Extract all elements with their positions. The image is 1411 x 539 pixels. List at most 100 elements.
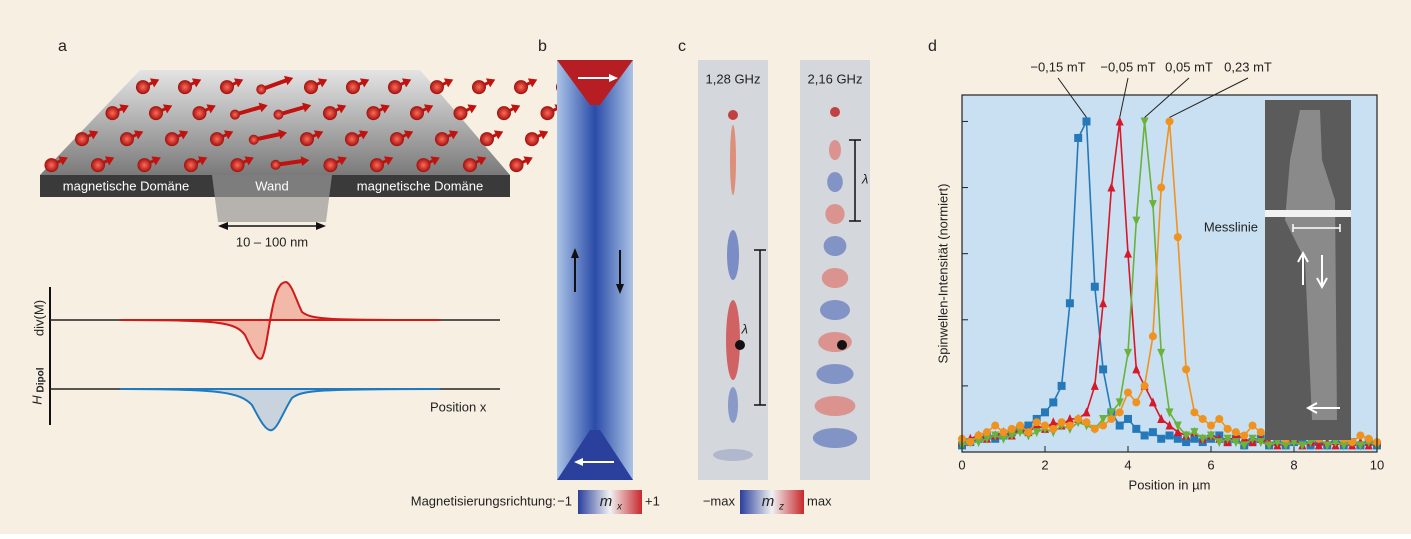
colorbar-quantity-sub: z (778, 502, 784, 513)
marker (1157, 435, 1165, 443)
marker (1365, 435, 1373, 443)
marker (1041, 408, 1049, 416)
colorbar-max: max (807, 493, 832, 508)
figure: a magnetische Domäne Wand magnetische Do… (0, 0, 1411, 534)
marker (1356, 431, 1364, 439)
marker (1049, 398, 1057, 406)
mode-blob (824, 236, 847, 256)
mode-blob (827, 172, 843, 192)
width-label: 10 – 100 nm (236, 234, 308, 249)
marker (1066, 422, 1074, 430)
marker (991, 422, 999, 430)
marker (1249, 422, 1257, 430)
marker (1149, 332, 1157, 340)
marker (1141, 382, 1149, 390)
mode-blob (813, 428, 857, 448)
series-label: 0,05 mT (1165, 59, 1213, 74)
y-label: div(M) (31, 300, 46, 336)
marker (1049, 425, 1057, 433)
marker (1124, 389, 1132, 397)
series-label: 0,23 mT (1224, 59, 1272, 74)
x-axis-label: Position in µm (1129, 477, 1211, 492)
mode-blob (820, 300, 850, 320)
marker (983, 428, 991, 436)
mode-blob (829, 140, 841, 160)
marker (1107, 415, 1115, 423)
marker (1099, 422, 1107, 430)
marker (1215, 415, 1223, 423)
inset-label: Messlinie (1204, 219, 1258, 234)
colorbar-min: −max (703, 493, 736, 508)
series-label: −0,15 mT (1030, 59, 1085, 74)
domain-label: magnetische Domäne (63, 178, 189, 193)
marker (1033, 418, 1041, 426)
mode-blob (830, 107, 840, 117)
mode-blob (727, 230, 739, 280)
colorbar-quantity: m (600, 493, 613, 510)
marker (1240, 431, 1248, 439)
inset-stripe (1265, 210, 1351, 217)
marker (1074, 134, 1082, 142)
probe-point (837, 340, 847, 350)
marker (1083, 117, 1091, 125)
y-label-sub: Dipol (36, 367, 47, 392)
marker (1132, 398, 1140, 406)
x-tick-label: 2 (1041, 457, 1048, 472)
marker (1182, 365, 1190, 373)
x-tick-label: 4 (1124, 457, 1131, 472)
y-axis-label: Spinwellen-Intensität (normiert) (935, 184, 950, 364)
x-tick-label: 0 (958, 457, 965, 472)
mode-blob (728, 110, 738, 120)
wavelength-label: λ (741, 321, 748, 336)
mode-blob (818, 332, 852, 352)
mode-blob (726, 300, 740, 380)
marker (1024, 428, 1032, 436)
marker (1166, 117, 1174, 125)
marker (1116, 408, 1124, 416)
colorbar-quantity-sub: x (616, 502, 623, 513)
frequency-label: 2,16 GHz (808, 71, 863, 86)
marker (1099, 365, 1107, 373)
domain-label: magnetische Domäne (357, 178, 483, 193)
frequency-label: 1,28 GHz (706, 71, 761, 86)
mode-blob (815, 396, 856, 416)
x-tick-label: 8 (1290, 457, 1297, 472)
marker (1074, 415, 1082, 423)
mode-blob (730, 125, 736, 195)
colorbar-max: +1 (645, 493, 660, 508)
marker (1116, 422, 1124, 430)
marker (1157, 184, 1165, 192)
wavelength-label: λ (861, 171, 868, 186)
marker (1166, 431, 1174, 439)
marker (1058, 382, 1066, 390)
marker (1207, 422, 1215, 430)
panel-label: a (58, 38, 67, 55)
x-label: Position x (430, 399, 487, 414)
simulation-map (557, 60, 633, 480)
marker (1066, 299, 1074, 307)
mode-blob (713, 449, 753, 461)
marker (1190, 408, 1198, 416)
marker (1199, 415, 1207, 423)
marker (1008, 425, 1016, 433)
marker (1174, 233, 1182, 241)
mode-blob (825, 204, 844, 224)
marker (1232, 428, 1240, 436)
panel-label: c (678, 38, 686, 55)
marker (1016, 422, 1024, 430)
mode-blob (728, 387, 738, 423)
probe-point (735, 340, 745, 350)
marker (1132, 425, 1140, 433)
marker (1224, 425, 1232, 433)
marker (1083, 418, 1091, 426)
panel-label: b (538, 38, 547, 55)
x-tick-label: 6 (1207, 457, 1214, 472)
series-label: −0,05 mT (1100, 59, 1155, 74)
marker (975, 431, 983, 439)
marker (1091, 283, 1099, 291)
marker (1257, 428, 1265, 436)
x-tick-label: 10 (1370, 457, 1384, 472)
marker (1000, 428, 1008, 436)
marker (1058, 418, 1066, 426)
colorbar-caption: Magnetisierungsrichtung: (411, 493, 556, 508)
